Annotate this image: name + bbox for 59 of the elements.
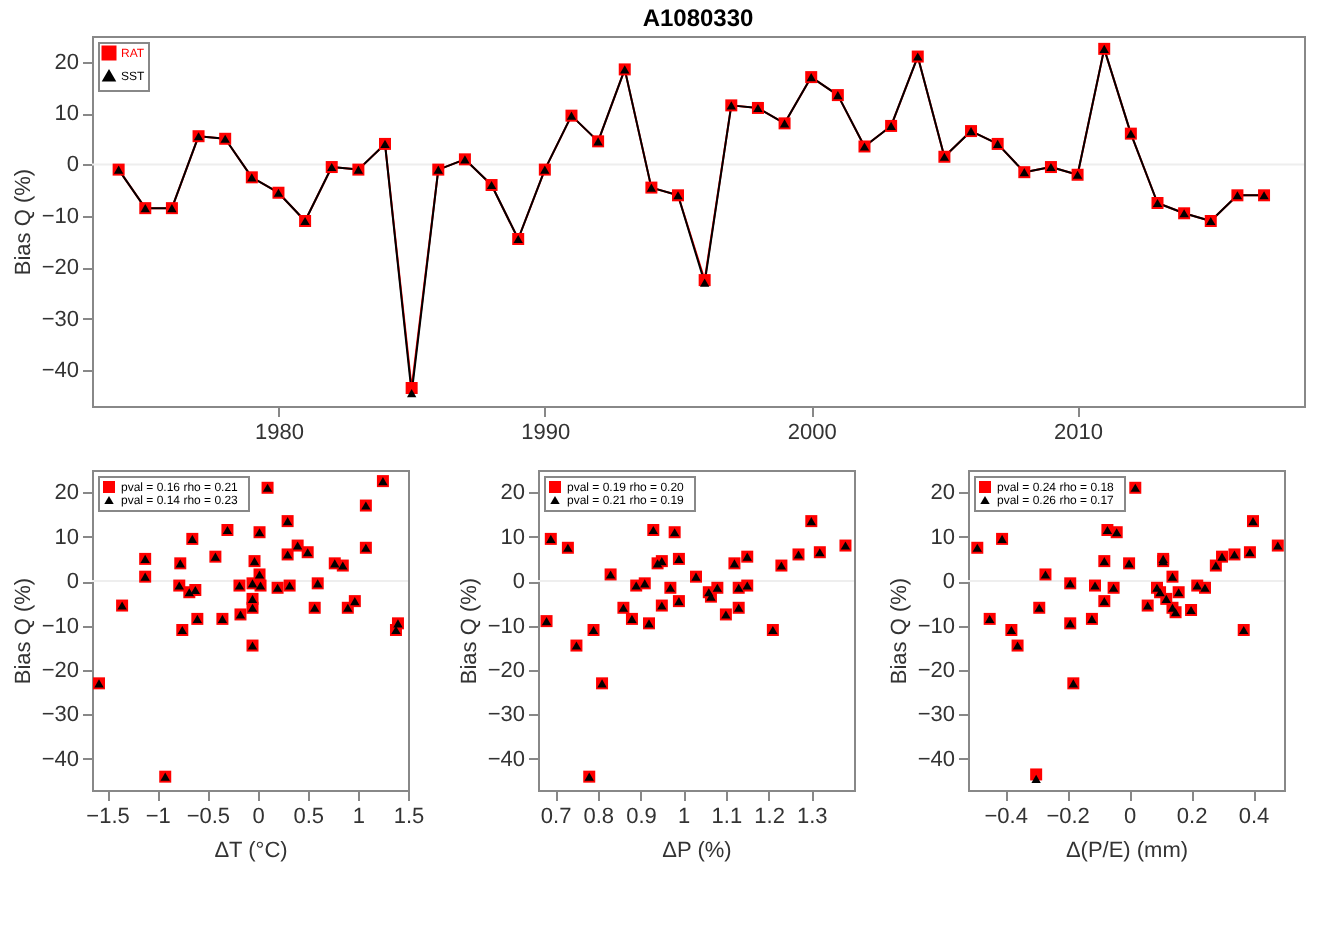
x-tick-label: −0.4 — [984, 805, 1028, 829]
x-tick-label: −1.5 — [86, 805, 130, 829]
y-tick-label: 10 — [500, 525, 525, 550]
y-tick-label: −40 — [41, 747, 79, 772]
y-tick-label: −20 — [41, 659, 79, 683]
y-axis-title: Bias Q (%) — [887, 577, 912, 685]
x-tick-label: 1.2 — [754, 805, 785, 829]
x-tick-label: −0.2 — [1046, 805, 1090, 829]
x-tick-label: 1 — [678, 805, 691, 829]
x-tick-label: 0.8 — [583, 805, 615, 829]
y-tick-label: −40 — [487, 747, 525, 772]
y-tick-label: −40 — [41, 359, 79, 384]
x-tick-label: 2000 — [787, 421, 837, 445]
y-tick-label: 10 — [54, 525, 79, 550]
y-tick-label: −10 — [41, 204, 79, 229]
x-tick-label: 1.1 — [711, 805, 743, 829]
x-tick-label: 0.9 — [626, 805, 657, 829]
y-tick-label: −20 — [41, 256, 79, 281]
y-tick-label: 20 — [54, 50, 79, 75]
x-tick-label: 0.5 — [293, 805, 324, 829]
x-tick-label: −0.5 — [186, 805, 231, 829]
x-tick-label: 1980 — [254, 421, 304, 445]
y-tick-label: 0 — [512, 570, 525, 595]
x-tick-label: 1990 — [521, 421, 571, 445]
x-tick-label: 0.2 — [1176, 805, 1208, 829]
y-tick-label: −30 — [41, 703, 79, 728]
y-tick-label: −20 — [917, 659, 955, 683]
y-tick-label: 0 — [942, 570, 955, 595]
x-tick-label: 0 — [252, 805, 265, 829]
y-tick-label: 20 — [54, 481, 79, 506]
x-tick-label: 2010 — [1054, 421, 1104, 445]
y-tick-label: −10 — [41, 614, 79, 639]
x-tick-label: 0 — [1123, 805, 1137, 829]
y-tick-label: 10 — [54, 102, 79, 127]
x-tick-label: 1 — [352, 805, 365, 829]
y-tick-label: −40 — [917, 747, 955, 772]
y-axis-title: Bias Q (%) — [457, 577, 482, 685]
y-tick-label: −10 — [917, 614, 955, 639]
y-axis-title: Bias Q (%) — [11, 168, 36, 276]
y-tick-label: −10 — [487, 614, 525, 639]
x-axis-title: ΔT (°C) — [214, 839, 288, 863]
y-tick-label: −20 — [487, 659, 525, 683]
x-axis-title: ΔP (%) — [662, 839, 732, 863]
x-tick-label: 0.7 — [540, 805, 572, 829]
y-tick-label: 0 — [66, 153, 79, 178]
x-axis-title: Δ(P/E) (mm) — [1065, 839, 1189, 863]
y-axis-title: Bias Q (%) — [11, 577, 36, 685]
y-tick-label: −30 — [41, 307, 79, 332]
x-tick-label: −1 — [145, 805, 171, 829]
y-tick-label: −30 — [917, 703, 955, 728]
x-tick-label: 1.3 — [797, 805, 828, 829]
y-tick-label: 10 — [930, 525, 955, 550]
chart-title: A1080330 — [642, 4, 755, 32]
y-tick-label: 0 — [66, 570, 79, 595]
x-tick-label: 0.4 — [1238, 805, 1270, 829]
x-tick-label: 1.5 — [393, 805, 425, 829]
y-tick-label: −30 — [487, 703, 525, 728]
y-tick-label: 20 — [930, 481, 955, 506]
y-tick-label: 20 — [500, 481, 525, 506]
